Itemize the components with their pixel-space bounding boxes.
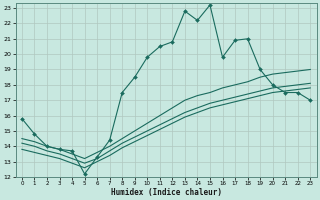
X-axis label: Humidex (Indice chaleur): Humidex (Indice chaleur): [111, 188, 221, 197]
